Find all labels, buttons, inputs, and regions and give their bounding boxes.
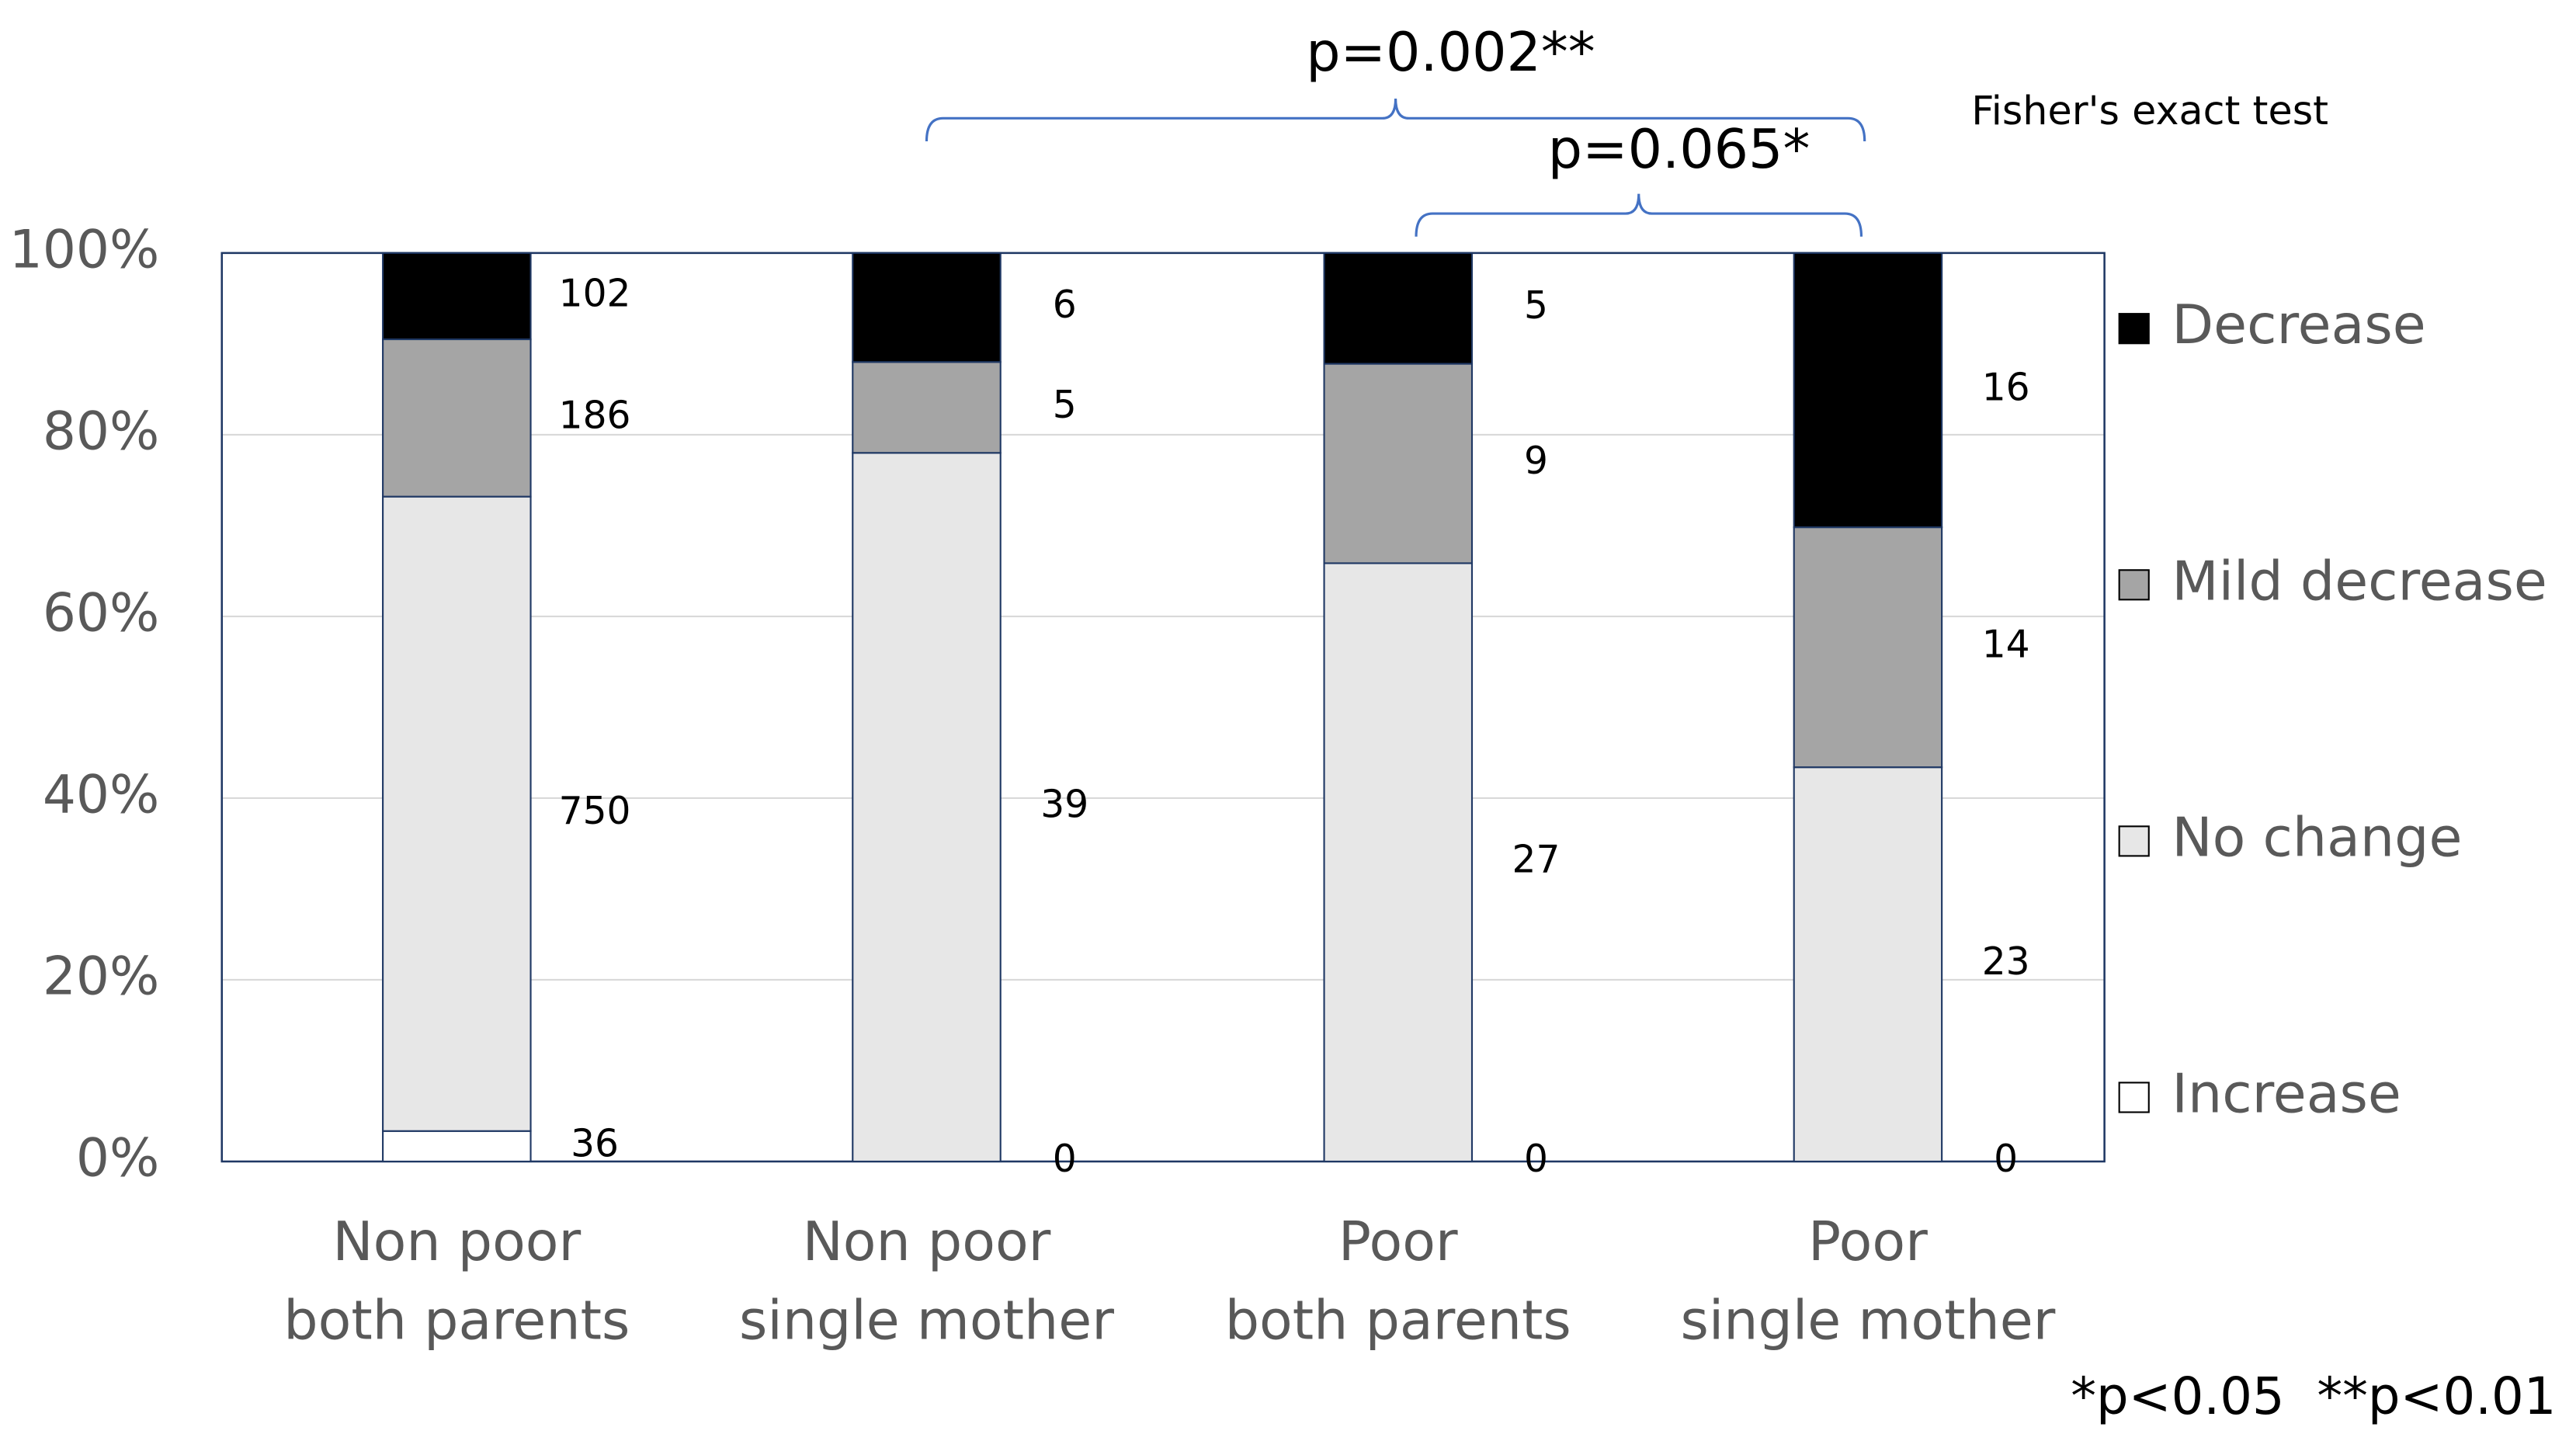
x-tick-label: Non poor bbox=[332, 1210, 581, 1273]
annotation: Fisher's exact test bbox=[1971, 88, 2328, 134]
data-label: 27 bbox=[1512, 839, 1561, 882]
significance-bracket bbox=[925, 98, 1866, 141]
data-label: 186 bbox=[559, 394, 631, 437]
legend-label: No change bbox=[2172, 806, 2462, 869]
legend-label: Mild decrease bbox=[2172, 550, 2546, 613]
data-label: 23 bbox=[1982, 940, 2030, 984]
data-label: 16 bbox=[1982, 366, 2030, 409]
data-label: 5 bbox=[1053, 384, 1077, 427]
data-label: 102 bbox=[559, 272, 631, 315]
legend-label: Decrease bbox=[2172, 293, 2425, 356]
significance-bracket bbox=[1415, 193, 1863, 237]
legend-swatch bbox=[2118, 569, 2150, 601]
y-tick-label: 80% bbox=[43, 400, 159, 461]
bar-segment bbox=[1323, 562, 1474, 1163]
data-label: 750 bbox=[559, 790, 631, 833]
data-label: 9 bbox=[1524, 439, 1548, 483]
x-tick-label: both parents bbox=[283, 1290, 630, 1353]
data-label: 36 bbox=[571, 1122, 619, 1165]
y-tick-label: 0% bbox=[76, 1127, 159, 1189]
data-label: 6 bbox=[1053, 283, 1077, 327]
x-tick-label: Poor bbox=[1808, 1210, 1928, 1273]
y-tick-label: 20% bbox=[43, 946, 159, 1007]
plot-border bbox=[220, 252, 2106, 1163]
legend-swatch bbox=[2118, 313, 2150, 345]
bar-segment bbox=[1793, 526, 1943, 769]
annotation: p=0.065* bbox=[1548, 118, 1810, 181]
y-tick-label: 40% bbox=[43, 763, 159, 825]
legend-swatch bbox=[2118, 825, 2150, 857]
x-tick-label: single mother bbox=[739, 1290, 1114, 1353]
data-label: 0 bbox=[1053, 1137, 1077, 1181]
bar-segment bbox=[382, 252, 532, 341]
data-label: 14 bbox=[1982, 623, 2030, 667]
bar-segment bbox=[382, 1130, 532, 1163]
bar-segment bbox=[1323, 363, 1474, 564]
x-tick-label: single mother bbox=[1681, 1290, 2056, 1353]
x-tick-label: both parents bbox=[1225, 1290, 1571, 1353]
y-tick-label: 100% bbox=[9, 218, 160, 280]
data-label: 0 bbox=[1524, 1137, 1548, 1181]
bar-segment bbox=[852, 252, 1002, 363]
bar-segment bbox=[382, 495, 532, 1132]
bar-segment bbox=[1793, 252, 1943, 529]
x-tick-label: Non poor bbox=[803, 1210, 1051, 1273]
legend-swatch bbox=[2118, 1082, 2150, 1113]
bar-segment bbox=[382, 338, 532, 498]
y-tick-label: 60% bbox=[43, 582, 159, 643]
bar-segment bbox=[1323, 252, 1474, 365]
data-label: 5 bbox=[1524, 284, 1548, 328]
data-label: 0 bbox=[1994, 1137, 2018, 1181]
annotation: p=0.002** bbox=[1306, 21, 1595, 84]
bar-segment bbox=[1793, 766, 1943, 1163]
data-label: 39 bbox=[1040, 783, 1088, 827]
annotation: *p<0.05 **p<0.01 bbox=[2071, 1367, 2556, 1426]
x-tick-label: Poor bbox=[1338, 1210, 1458, 1273]
bar-segment bbox=[852, 452, 1002, 1163]
bar-segment bbox=[852, 361, 1002, 454]
legend-label: Increase bbox=[2172, 1063, 2401, 1126]
